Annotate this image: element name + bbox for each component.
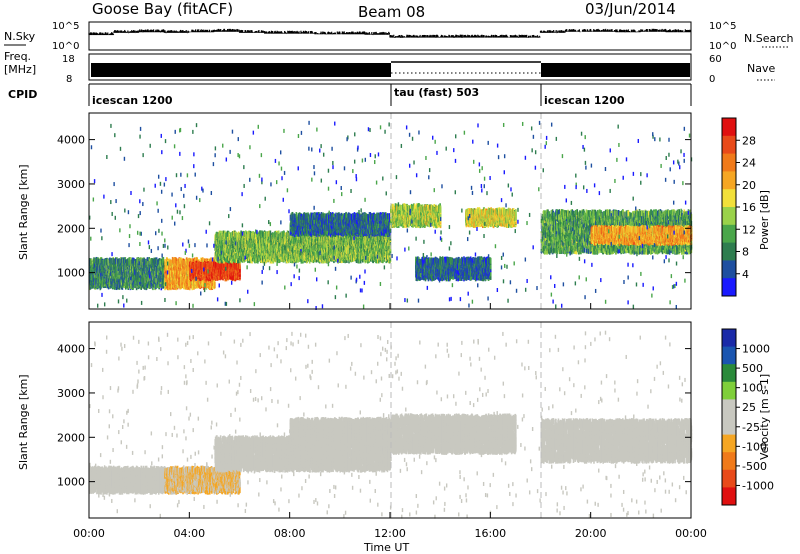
nave-label: Nave: [747, 62, 775, 75]
heatmap-cell: [214, 282, 216, 288]
freq-label-1: Freq.: [4, 50, 31, 63]
cpid-label: CPID: [8, 88, 37, 101]
cpid-panel: CPID icescan 1200 tau (fast) 503 icescan…: [8, 84, 691, 107]
cpid-segment-1: icescan 1200: [92, 94, 173, 107]
freq-right-tick-bottom: 0: [709, 74, 715, 85]
noise-panel: N.Sky 10^5 10^0 10^5 10^0 N.Search: [4, 21, 794, 52]
noise-left-tick-bottom: 10^0: [52, 41, 79, 52]
freq-right-tick-top: 60: [709, 54, 722, 65]
freq-block-3: [541, 63, 690, 77]
noise-right-label: N.Search: [744, 32, 794, 45]
freq-left-tick-top: 18: [62, 54, 75, 65]
beam-title: Beam 08: [358, 3, 425, 21]
freq-left-tick-bottom: 8: [66, 74, 72, 85]
noise-right-tick-bottom: 10^0: [709, 41, 736, 52]
station-title: Goose Bay (fitACF): [92, 0, 233, 18]
noise-left-tick-top: 10^5: [52, 21, 79, 32]
radar-summary-figure: Goose Bay (fitACF) Beam 08 03/Jun/2014 N…: [0, 0, 800, 554]
noise-left-label: N.Sky: [4, 30, 36, 43]
noise-right-tick-top: 10^5: [709, 21, 736, 32]
frequency-panel: Freq. [MHz] 18 8 60 0 Nave: [4, 50, 775, 85]
heatmap-cell: [239, 263, 241, 269]
date-title: 03/Jun/2014: [585, 0, 676, 18]
cpid-segment-3: icescan 1200: [544, 94, 625, 107]
freq-block-1: [91, 63, 391, 77]
cpid-segment-2: tau (fast) 503: [394, 86, 479, 99]
freq-label-2: [MHz]: [4, 63, 36, 76]
